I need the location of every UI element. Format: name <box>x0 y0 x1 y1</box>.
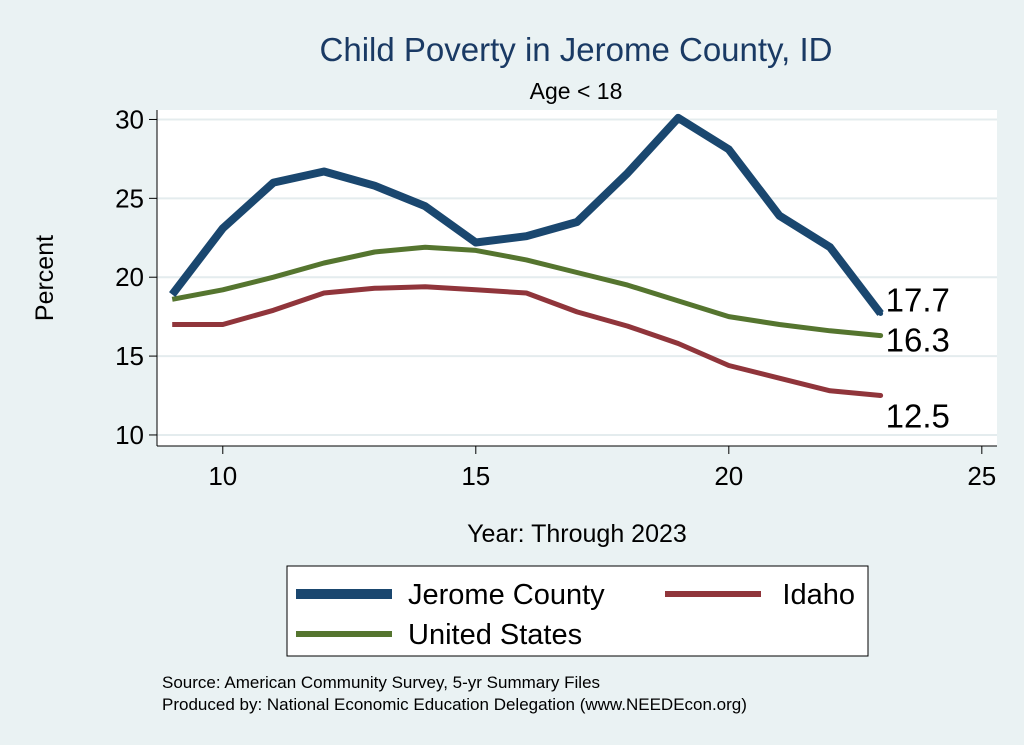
end-label-jerome-county: 17.7 <box>886 281 950 318</box>
x-tick-label: 20 <box>714 461 743 491</box>
chart-subtitle: Age < 18 <box>530 78 623 104</box>
x-axis-title: Year: Through 2023 <box>467 520 687 548</box>
x-axis-ticks: 10 15 20 25 <box>208 446 996 491</box>
end-labels: 17.7 16.3 12.5 <box>886 281 950 434</box>
legend-label-united-states: United States <box>408 619 582 651</box>
y-tick-label: 15 <box>115 341 144 371</box>
chart-title: Child Poverty in Jerome County, ID <box>320 31 833 68</box>
end-label-idaho: 12.5 <box>886 398 950 435</box>
y-axis-ticks: 10 15 20 25 30 <box>115 104 157 450</box>
series-line-united-states <box>171 244 881 339</box>
y-tick-label: 25 <box>115 183 144 213</box>
legend-items: Jerome County Idaho United States <box>296 579 855 651</box>
y-tick-label: 20 <box>115 262 144 292</box>
series-line-idaho <box>172 284 881 398</box>
end-point-jerome-county <box>878 310 884 316</box>
source-note: Source: American Community Survey, 5-yr … <box>162 673 600 692</box>
legend-label-jerome-county: Jerome County <box>408 579 605 611</box>
legend-box <box>286 565 869 657</box>
y-axis-title: Percent <box>31 235 59 321</box>
end-point-united-states <box>878 333 884 339</box>
x-tick-label: 15 <box>461 461 490 491</box>
end-point-idaho <box>878 393 884 399</box>
series-line-jerome-county <box>169 113 884 316</box>
y-tick-label: 10 <box>115 420 144 450</box>
legend: Jerome County Idaho United States <box>286 565 869 657</box>
x-tick-label: 25 <box>967 461 996 491</box>
x-tick-label: 10 <box>208 461 237 491</box>
producer-note: Produced by: National Economic Education… <box>162 695 747 714</box>
end-label-united-states: 16.3 <box>886 322 950 359</box>
y-tick-label: 30 <box>115 104 144 134</box>
legend-label-idaho: Idaho <box>782 579 855 611</box>
series-lines <box>169 113 884 399</box>
